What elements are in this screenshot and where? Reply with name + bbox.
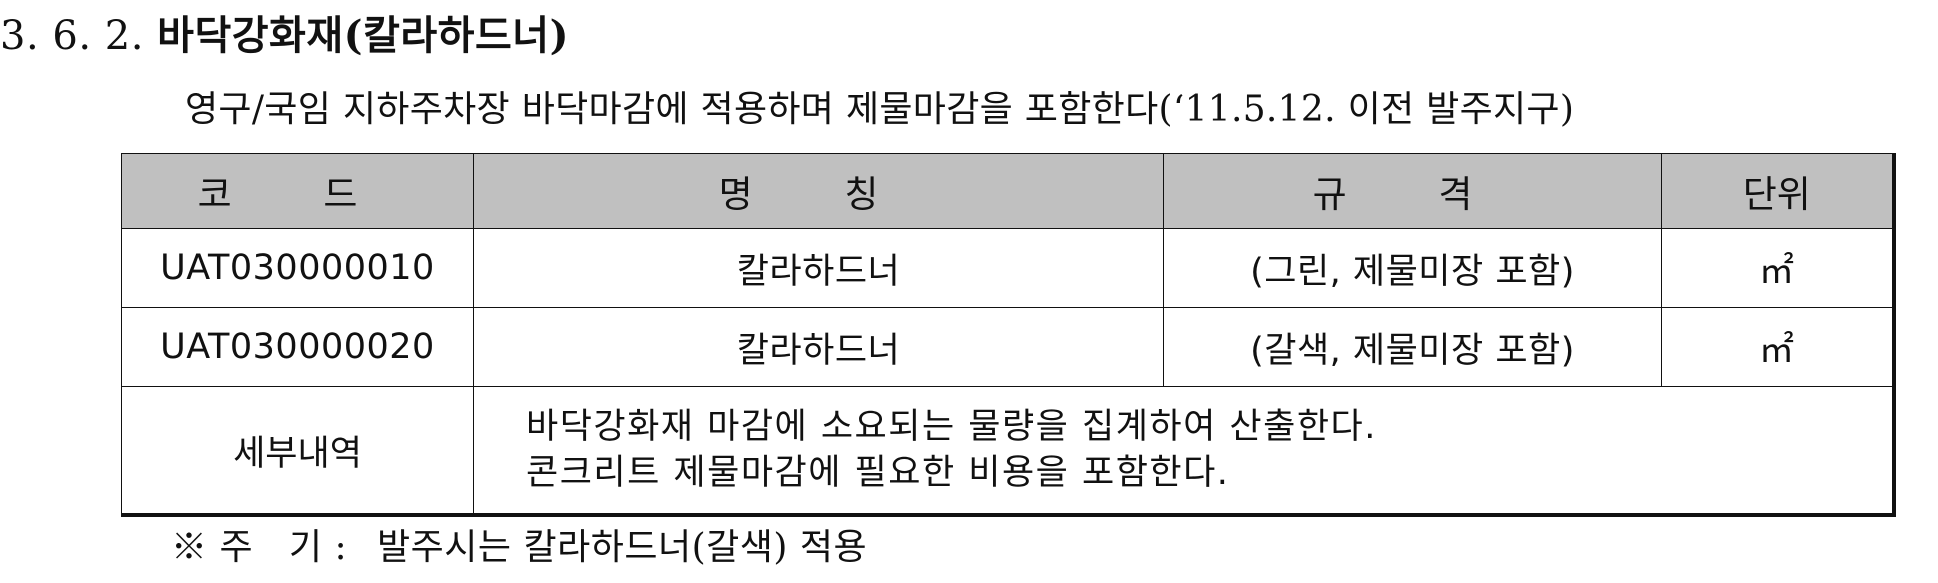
row-code: UAT030000020 [121,307,474,387]
header-spec: 규 격 [1163,153,1662,229]
row-code: UAT030000010 [121,228,474,308]
row-spec: (갈색, 제물미장 포함) [1163,307,1662,387]
section-number: 3. 6. 2. [0,13,144,59]
section-heading: 3. 6. 2. 바닥강화재(칼라하드너) [0,6,569,66]
detail-line: 콘크리트 제물마감에 필요한 비용을 포함한다. [526,453,1230,493]
section-intro: 영구/국임 지하주차장 바닥마감에 적용하며 제물마감을 포함한다(‘11.5.… [185,89,1575,130]
table-header-row: 코 드 명 칭 규 격 단위 [121,153,1894,229]
section-title: 바닥강화재(칼라하드너) [157,12,569,59]
header-name: 명 칭 [473,153,1164,229]
table-row: UAT030000010 칼라하드너 (그린, 제물미장 포함) ㎡ [121,228,1894,308]
detail-label: 세부내역 [121,386,474,516]
footnote: ※ 주 기 : 발주시는 칼라하드너(갈색) 적용 [171,518,867,578]
row-name: 칼라하드너 [473,307,1164,387]
header-unit: 단위 [1661,153,1894,229]
row-spec: (그린, 제물미장 포함) [1163,228,1662,308]
row-unit: ㎡ [1661,228,1894,308]
row-name: 칼라하드너 [473,228,1164,308]
detail-description: 바닥강화재 마감에 소요되는 물량을 집계하여 산출한다. 콘크리트 제물마감에… [473,386,1894,516]
table-row: UAT030000020 칼라하드너 (갈색, 제물미장 포함) ㎡ [121,307,1894,387]
spec-table: 코 드 명 칭 규 격 단위 UAT030000010 칼라하드너 (그린, 제… [121,153,1896,517]
detail-row: 세부내역 바닥강화재 마감에 소요되는 물량을 집계하여 산출한다. 콘크리트 … [121,386,1894,516]
footnote-text: 발주시는 칼라하드너(갈색) 적용 [377,527,868,568]
footnote-label: ※ 주 기 : [171,527,348,568]
row-unit: ㎡ [1661,307,1894,387]
header-code: 코 드 [121,153,474,229]
detail-line: 바닥강화재 마감에 소요되는 물량을 집계하여 산출한다. [526,407,1377,447]
